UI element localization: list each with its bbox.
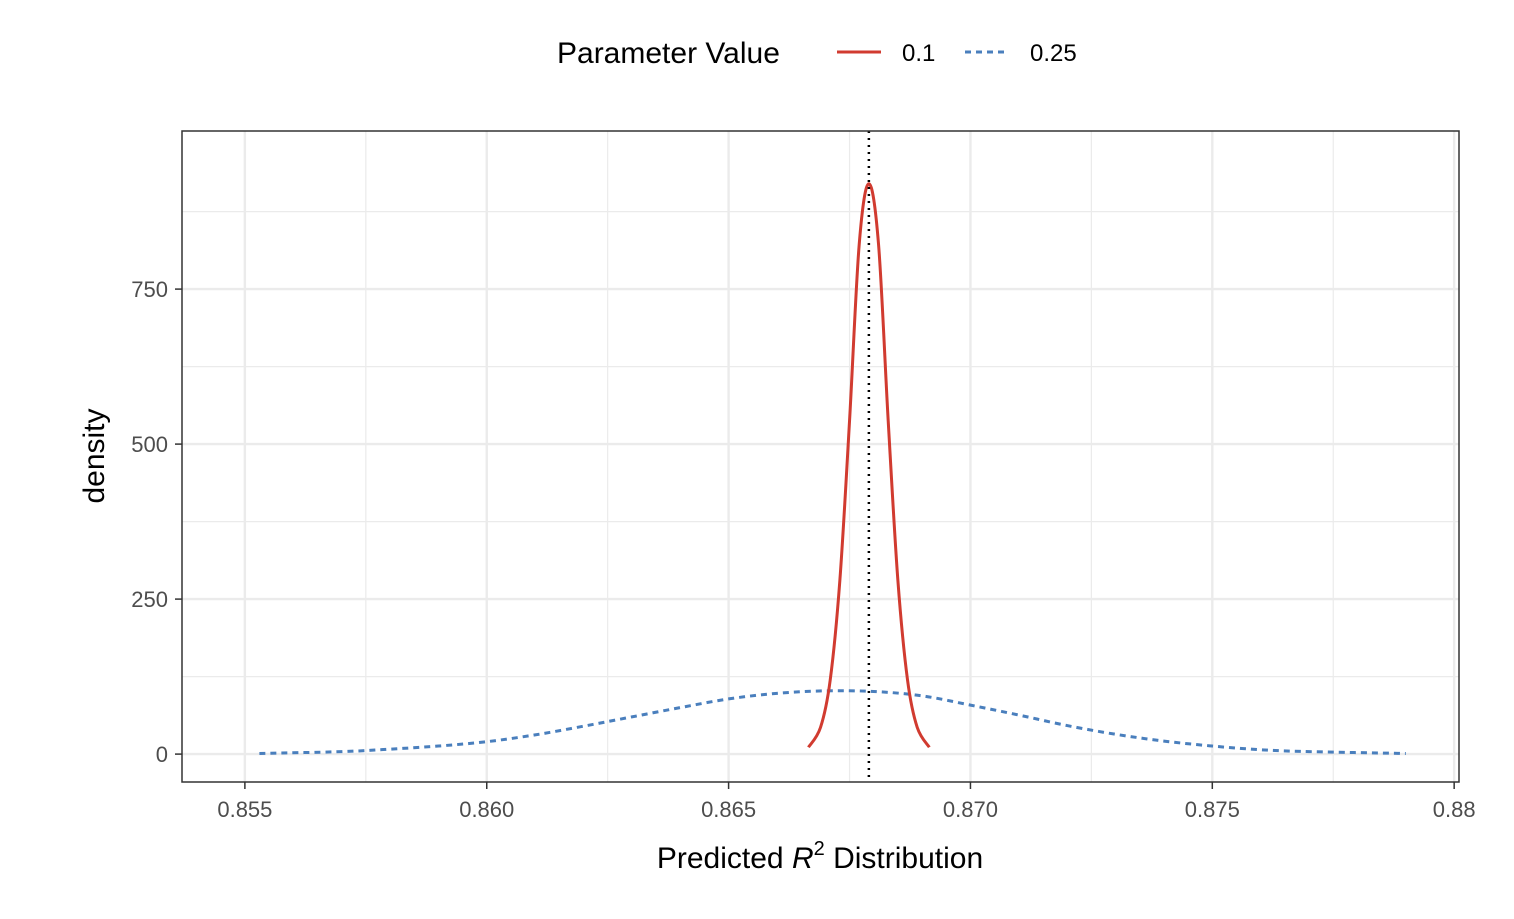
x-axis-title-prefix: Predicted — [657, 842, 792, 875]
legend-label-0.25: 0.25 — [1030, 40, 1077, 67]
x-axis-title-variable: R — [792, 842, 814, 875]
legend-title: Parameter Value — [557, 37, 780, 70]
major-gridlines — [182, 131, 1459, 782]
legend: Parameter Value 0.1 0.25 — [557, 37, 1077, 70]
y-axis-title: density — [78, 408, 111, 503]
x-tick-label: 0.875 — [1185, 797, 1240, 822]
minor-gridlines — [182, 131, 1459, 782]
y-tick-label: 750 — [131, 277, 168, 302]
x-tick-label: 0.88 — [1433, 797, 1476, 822]
y-tick-label: 500 — [131, 432, 168, 457]
y-tick-label: 0 — [156, 742, 168, 767]
x-tick-label: 0.860 — [459, 797, 514, 822]
legend-label-0.1: 0.1 — [902, 40, 935, 67]
series-line-0.1 — [807, 182, 931, 749]
plot-panel-background — [182, 131, 1459, 782]
x-axis-title-suffix: Distribution — [825, 842, 983, 875]
y-tick-label: 250 — [131, 587, 168, 612]
x-tick-label: 0.870 — [943, 797, 998, 822]
x-axis: 0.855 0.860 0.865 0.870 0.875 0.88 — [217, 782, 1476, 822]
y-axis: 0 250 500 750 — [131, 277, 182, 767]
x-tick-label: 0.855 — [217, 797, 272, 822]
x-tick-label: 0.865 — [701, 797, 756, 822]
series-layer — [259, 182, 1406, 755]
plot-panel-border — [181, 130, 1460, 783]
x-axis-title-superscript: 2 — [814, 838, 825, 860]
series-line-0.25 — [259, 689, 1406, 755]
x-axis-title: Predicted R2 Distribution — [657, 838, 983, 875]
